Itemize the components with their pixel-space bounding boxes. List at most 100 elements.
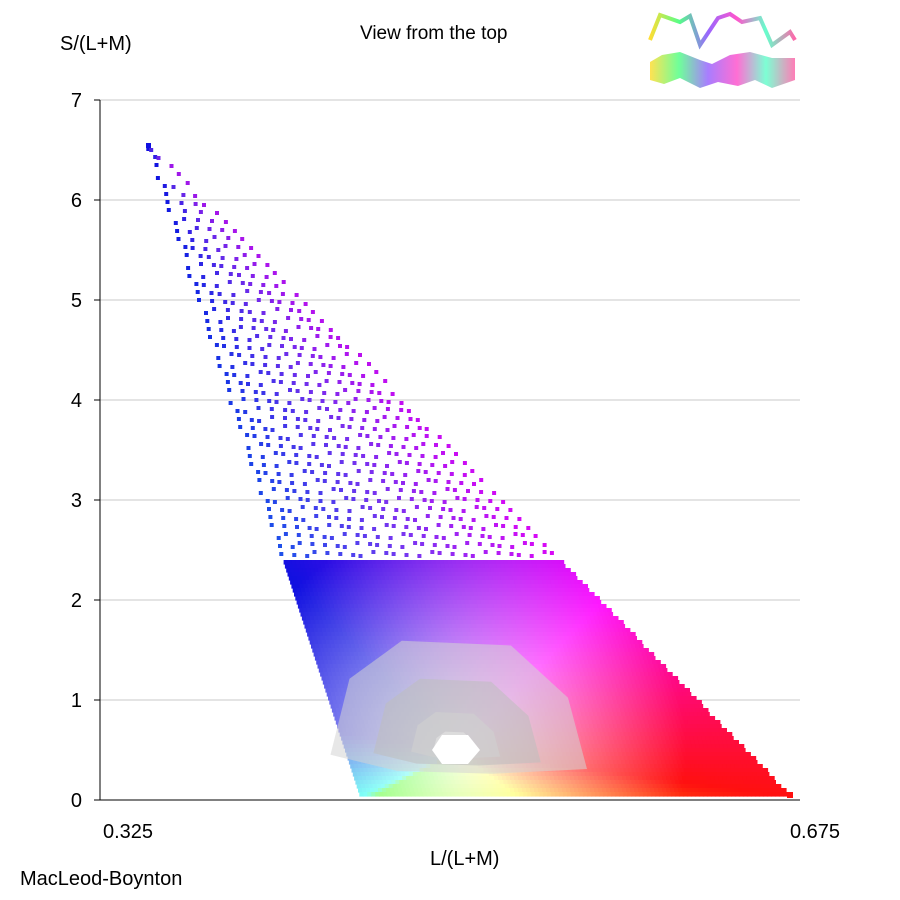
gamut-cell (400, 772, 406, 777)
gamut-cell (528, 648, 533, 653)
gamut-cell (380, 612, 386, 617)
gamut-cell (614, 728, 619, 733)
gamut-cell (621, 724, 626, 729)
gamut-cell (673, 712, 678, 717)
gamut-cell (331, 632, 336, 637)
gamut-cell (383, 596, 388, 601)
gamut-cell (455, 572, 461, 577)
gamut-cell (694, 740, 699, 745)
gamut-cell (367, 644, 372, 649)
gamut-cell (428, 600, 434, 605)
gamut-cell (598, 692, 604, 697)
gamut-cell (648, 772, 654, 777)
gamut-cell (504, 588, 510, 593)
gamut-cell (479, 584, 484, 589)
gamut-cell (358, 776, 363, 781)
gamut-cell (552, 672, 557, 677)
gamut-cell (719, 780, 724, 785)
gamut-cell (423, 596, 428, 601)
gamut-cell (376, 648, 381, 653)
gamut-cell (515, 608, 520, 613)
gamut-cell (758, 776, 763, 781)
gamut-cell (324, 660, 329, 665)
gamut-cell (567, 620, 572, 625)
gamut-cell (399, 560, 405, 565)
gamut-cell (564, 684, 569, 689)
gamut-cell (480, 600, 486, 605)
gamut-cell (510, 776, 515, 781)
gamut-cell (665, 676, 671, 681)
gamut-cell (334, 716, 340, 721)
gamut-cell (685, 712, 690, 717)
gamut-cell (683, 780, 688, 785)
gamut-cell (441, 640, 447, 645)
gamut-cell (637, 712, 642, 717)
gamut-cell (569, 628, 575, 633)
gamut-cell (381, 616, 387, 621)
gamut-cell (295, 584, 300, 589)
gamut-cell (354, 764, 359, 769)
gamut-cell (340, 624, 346, 629)
gamut-cell (437, 628, 443, 633)
gamut-cell (476, 636, 481, 641)
gamut-cell (726, 776, 731, 781)
gamut-cell (531, 780, 536, 785)
gamut-cell (292, 564, 298, 569)
gamut-cell (612, 624, 618, 629)
gamut-cell (603, 744, 609, 749)
gamut-cell (290, 568, 295, 573)
gamut-cell (342, 656, 348, 661)
gamut-cell (482, 568, 487, 573)
gamut-cell (384, 600, 390, 605)
gamut-cell (558, 680, 564, 685)
gamut-cell (622, 716, 628, 721)
gamut-cell (284, 564, 290, 569)
gamut-cell (650, 752, 655, 757)
gamut-cell (596, 696, 601, 701)
gamut-cell (608, 612, 614, 617)
gamut-cell (298, 592, 303, 597)
gamut-cell (426, 592, 431, 597)
gamut-cell (337, 652, 343, 657)
gamut-cell (404, 784, 410, 789)
gamut-cell (400, 784, 406, 789)
gamut-cell (337, 640, 343, 645)
gamut-cell (462, 568, 467, 573)
gamut-cell (474, 776, 479, 781)
gamut-cell (301, 604, 307, 609)
gamut-cell (568, 624, 574, 629)
gamut-cell (625, 676, 631, 681)
gamut-cell (403, 620, 408, 625)
gamut-cell (706, 776, 711, 781)
gamut-cell (407, 560, 413, 565)
gamut-cell (643, 768, 649, 773)
gamut-cell (535, 584, 540, 589)
gamut-cell (664, 772, 670, 777)
gamut-cell (475, 780, 480, 785)
gamut-cell (403, 780, 408, 785)
gamut-cell (697, 748, 702, 753)
gamut-cell (573, 652, 579, 657)
gamut-cell (512, 612, 518, 617)
gamut-cell (580, 612, 586, 617)
gamut-cell (592, 648, 597, 653)
gamut-cell (327, 644, 332, 649)
gamut-cell (474, 568, 479, 573)
gamut-cell (621, 628, 627, 633)
gamut-cell (577, 712, 582, 717)
gamut-cell (389, 616, 395, 621)
gamut-cell (730, 752, 735, 757)
gamut-cell (460, 600, 466, 605)
gamut-cell (503, 596, 508, 601)
gamut-cell (312, 612, 318, 617)
gamut-cell (684, 696, 689, 701)
gamut-cell (553, 664, 559, 669)
gamut-cell (711, 780, 716, 785)
gamut-cell (404, 576, 410, 581)
gamut-cell (336, 564, 342, 569)
gamut-cell (676, 696, 681, 701)
gamut-cell (566, 680, 572, 685)
gamut-cell (654, 704, 660, 709)
gamut-cell (574, 776, 579, 781)
gamut-cell (581, 616, 587, 621)
